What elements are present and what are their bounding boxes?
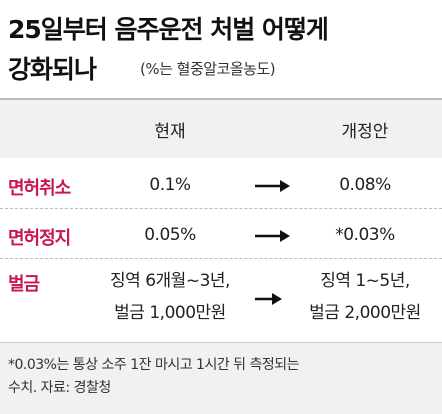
cell: 0.08% <box>339 175 391 195</box>
column-header: 개정안 <box>341 122 389 142</box>
row-separator <box>0 208 442 209</box>
cell: 벌금 1,000만원 <box>114 303 226 323</box>
cell: 벌금 2,000만원 <box>309 303 421 323</box>
footnote: *0.03%는 통상 소주 1잔 마시고 1시간 뒤 측정되는 <box>8 357 300 373</box>
footnote-background <box>0 342 442 414</box>
header-background <box>0 98 442 158</box>
row-label: 벌금 <box>8 274 40 295</box>
title-line: 강화되나 <box>8 55 97 84</box>
cell: 징역 6개월~3년, <box>110 271 230 291</box>
cell: 징역 1~5년, <box>320 271 410 291</box>
subtitle: (%는 혈중알코올농도) <box>140 60 276 78</box>
cell: *0.03% <box>335 225 395 245</box>
row-label: 면허정지 <box>8 228 71 249</box>
cell: 0.05% <box>144 225 196 245</box>
footnote: 수치. 자료: 경찰청 <box>8 380 111 396</box>
row-label: 면허취소 <box>8 178 71 199</box>
row-separator <box>0 258 442 259</box>
column-header: 현재 <box>154 122 186 142</box>
title-line: 25일부터 음주운전 처벌 어떻게 <box>8 15 329 44</box>
cell: 0.1% <box>149 175 191 195</box>
